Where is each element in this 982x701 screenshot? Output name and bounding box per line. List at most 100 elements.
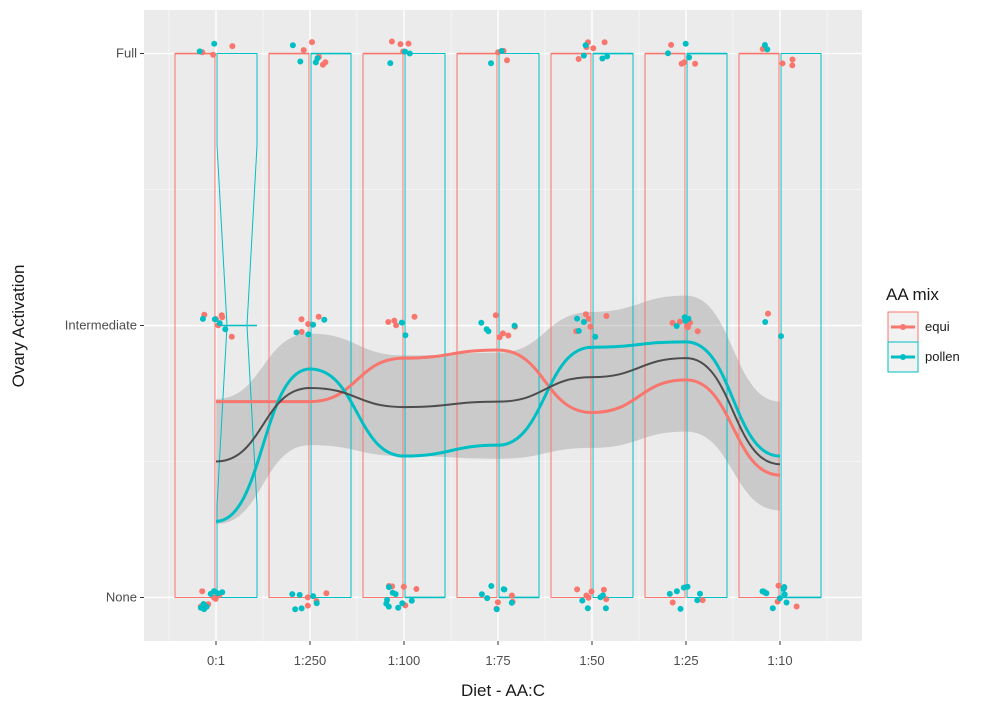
point-equi [499,330,506,337]
y-tick-label: Intermediate [65,318,137,333]
point-pollen [764,46,771,53]
point-pollen [761,42,768,48]
point-pollen [211,40,218,47]
point-pollen [203,603,210,610]
x-axis: 0:1 1:250 1:100 1:75 1:50 1:25 1:10 [207,641,793,668]
point-pollen [677,605,684,612]
point-equi [692,60,699,67]
point-pollen [216,320,223,327]
point-pollen [584,605,591,612]
point-equi [669,319,676,326]
x-tick-label: 1:25 [673,653,698,668]
point-pollen [305,331,312,338]
smooth-line-overall [215,357,781,466]
point-pollen [312,59,319,66]
point-pollen [501,586,508,593]
point-pollen [579,597,586,604]
point-equi [789,56,796,63]
point-pollen [321,316,328,323]
point-pollen [402,48,408,55]
point-pollen [398,319,405,326]
point-equi [574,586,581,593]
point-equi [304,594,311,601]
y-tick-label: Full [116,46,137,61]
x-tick-label: 1:75 [485,653,510,668]
x-tick-label: 1:50 [579,653,604,668]
point-equi [397,41,404,48]
point-pollen [694,597,701,604]
point-equi [219,314,226,321]
x-axis-title: Diet - AA:C [461,681,545,700]
point-pollen [197,604,204,611]
point-pollen [776,595,783,602]
point-pollen [289,591,296,598]
point-pollen [488,60,494,67]
point-pollen [665,50,671,57]
point-pollen [508,599,515,606]
point-equi [590,45,597,52]
point-equi [305,321,312,327]
point-pollen [592,333,599,340]
confidence-band [216,295,780,525]
point-equi [779,60,786,67]
point-equi [300,47,307,54]
point-equi [385,319,392,325]
point-equi [304,602,311,609]
point-equi [668,41,675,48]
point-pollen [222,326,229,333]
point-equi [582,311,589,318]
point-pollen [485,328,492,335]
point-equi [393,322,400,329]
point-equi [323,590,330,597]
point-equi [585,594,592,601]
point-pollen [196,48,203,55]
smooth-line-equi [216,348,781,477]
x-tick-label: 1:10 [767,653,792,668]
point-pollen [289,42,296,49]
point-equi [298,328,305,335]
point-pollen [484,595,491,602]
point-equi [391,317,398,324]
point-pollen [408,597,415,604]
point-pollen [511,322,518,329]
point-pollen [493,606,500,613]
legend-key-point-pollen [900,354,906,360]
point-pollen [384,596,391,603]
point-pollen [298,605,305,612]
point-pollen [778,333,784,340]
legend-entries: equi pollen [887,311,960,373]
point-equi [601,39,608,46]
point-pollen [207,590,214,597]
point-pollen [684,583,691,590]
point-pollen [399,600,406,607]
y-axis-title: Ovary Activation [9,265,28,388]
legend-title: AA mix [886,285,939,304]
point-equi [504,57,510,64]
point-equi [694,328,701,335]
point-pollen [580,319,587,325]
point-pollen [781,591,788,598]
point-pollen [783,599,790,606]
point-pollen [599,592,606,599]
point-equi [388,38,395,45]
point-equi [793,603,800,610]
point-pollen [389,589,396,596]
point-equi [575,56,582,62]
point-pollen [478,591,485,598]
point-equi [411,313,418,320]
point-pollen [406,50,413,57]
point-pollen [666,590,673,597]
legend-key-point-equi [900,324,906,330]
point-pollen [673,323,680,329]
point-equi [585,315,592,322]
point-equi [775,582,782,589]
legend-label-equi: equi [925,319,950,334]
point-pollen [673,588,680,595]
point-equi [669,599,676,606]
point-pollen [293,329,300,336]
point-equi [677,318,683,325]
jitter-points [196,38,800,613]
box-pollen-0:1 [216,53,258,598]
point-equi [789,62,796,69]
point-equi [228,333,235,340]
